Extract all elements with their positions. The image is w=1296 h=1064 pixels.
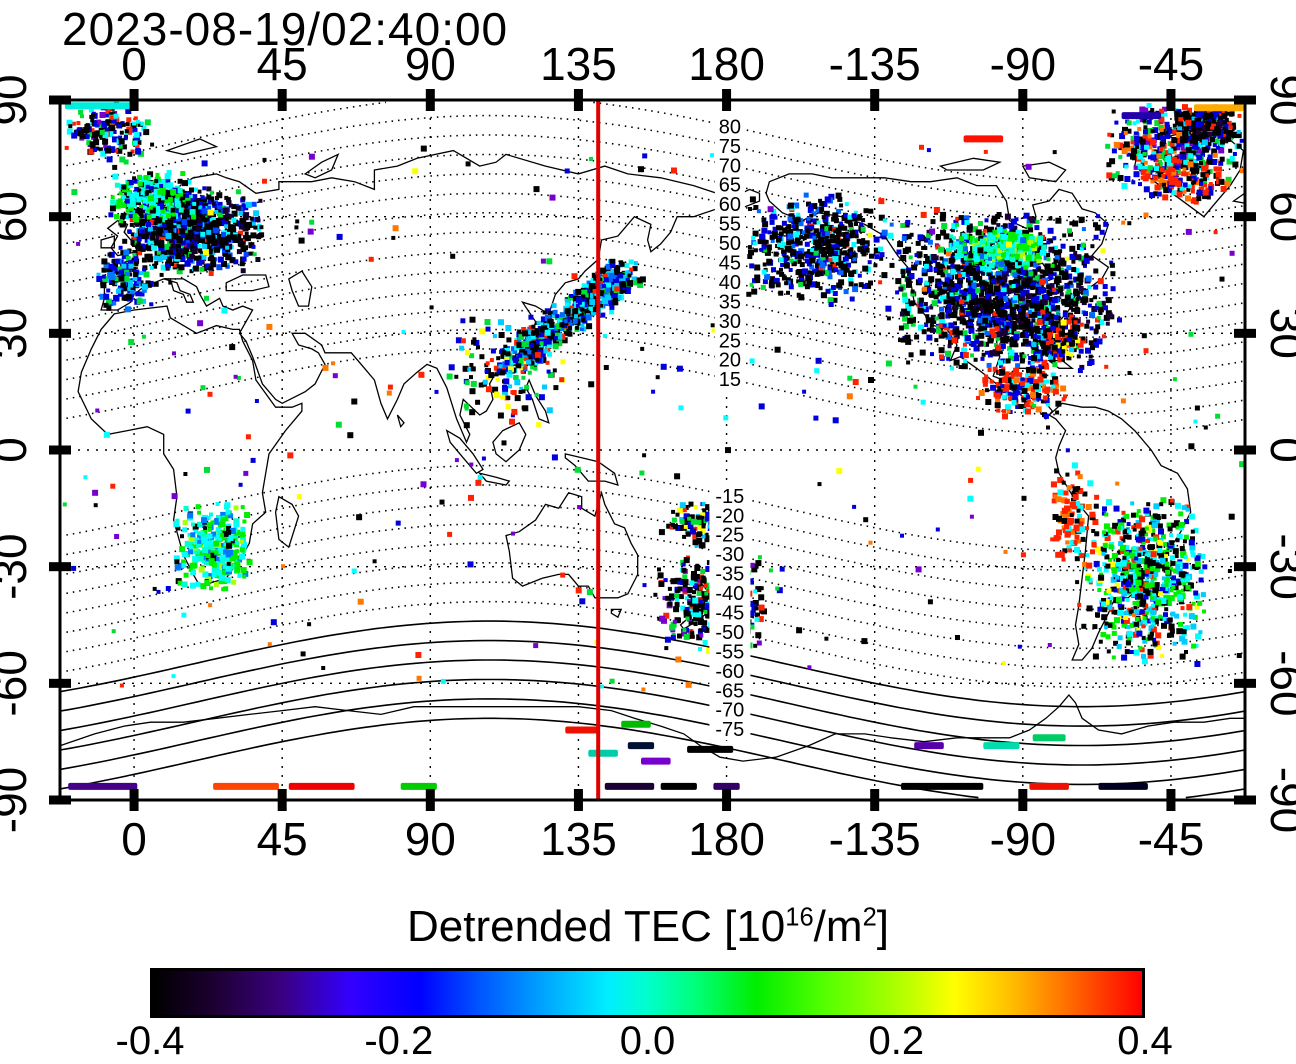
contour-label: -40	[715, 583, 744, 605]
lat-tick-label: -30	[0, 533, 36, 599]
lon-tick-label: 0	[121, 813, 147, 865]
lon-tick-label: -135	[829, 38, 921, 90]
contour-label: 50	[719, 233, 741, 255]
lat-tick-label: 0	[0, 437, 36, 463]
lat-tick-label: -60	[1261, 650, 1296, 716]
lat-tick-label: -90	[1261, 767, 1296, 833]
lon-tick-label: 45	[257, 38, 308, 90]
contour-label: 75	[719, 136, 741, 158]
lat-tick-label: 0	[1261, 437, 1296, 463]
satellite-track-segments	[64, 102, 1244, 790]
lon-tick-label: 135	[540, 813, 617, 865]
world-map-plot: 8075706560555045403530252015-15-20-25-30…	[0, 38, 1296, 865]
colorbar-gradient	[150, 968, 1145, 1018]
contour-label: -20	[715, 505, 744, 527]
colorbar-title: Detrended TEC [1016/m2]	[0, 902, 1296, 952]
contour-label: 55	[719, 214, 741, 236]
lat-tick-label: 60	[1261, 191, 1296, 242]
lon-tick-label: 180	[688, 813, 765, 865]
lon-tick-label: 45	[257, 813, 308, 865]
lon-tick-label: -90	[990, 38, 1056, 90]
lon-tick-label: -135	[829, 813, 921, 865]
contour-label: 65	[719, 175, 741, 197]
contour-label: -15	[715, 486, 744, 508]
lat-tick-label: 30	[1261, 308, 1296, 359]
colorbar-tick-label: 0.2	[868, 1019, 925, 1063]
colorbar-title-mid: /m	[813, 902, 863, 951]
contour-label: 25	[719, 330, 741, 352]
lat-tick-label: -30	[1261, 533, 1296, 599]
lon-axis-labels-bottom: 0 45 90 135 180 -135 -90 -45	[121, 813, 1204, 865]
contour-label: 80	[719, 116, 741, 138]
contour-label: 20	[719, 350, 741, 372]
lon-tick-label: 0	[121, 38, 147, 90]
colorbar-title-exponent2: 2	[862, 903, 877, 932]
colorbar-title-prefix: Detrended TEC [10	[406, 902, 786, 951]
contour-label: 15	[719, 369, 741, 391]
contour-label: 40	[719, 272, 741, 294]
contour-label: 60	[719, 194, 741, 216]
contour-label: -45	[715, 602, 744, 624]
contour-label: -35	[715, 564, 744, 586]
colorbar-title-exponent: 16	[785, 903, 814, 932]
lon-tick-label: 180	[688, 38, 765, 90]
contour-label: 70	[719, 155, 741, 177]
lon-tick-label: 90	[405, 38, 456, 90]
contour-label: 45	[719, 252, 741, 274]
contour-label: -55	[715, 641, 744, 663]
lon-tick-label: 90	[405, 813, 456, 865]
lon-tick-label: -90	[990, 813, 1056, 865]
colorbar-title-suffix: ]	[876, 902, 889, 951]
lon-tick-label: 135	[540, 38, 617, 90]
contour-label: -75	[715, 719, 744, 741]
lon-tick-label: -45	[1138, 813, 1204, 865]
timestamp-title: 2023-08-19/02:40:00	[62, 3, 509, 55]
contour-label: -50	[715, 622, 744, 644]
colorbar-tick-label: 0.4	[1117, 1019, 1173, 1063]
lon-tick-label: -45	[1138, 38, 1204, 90]
lon-axis-labels-top: 0 45 90 135 180 -135 -90 -45	[121, 38, 1204, 90]
lat-tick-label: 90	[1261, 74, 1296, 125]
tec-scatter-points	[61, 101, 1245, 692]
colorbar-tick-label: -0.4	[115, 1019, 185, 1063]
lat-tick-label: 90	[0, 74, 36, 125]
contour-label: -30	[715, 544, 744, 566]
contour-label: -25	[715, 525, 744, 547]
colorbar-tick-label: 0.0	[619, 1019, 676, 1063]
contour-label: -65	[715, 680, 744, 702]
colorbar-tick-label: -0.2	[364, 1019, 434, 1063]
contour-label: -60	[715, 661, 744, 683]
contour-label: -70	[715, 700, 744, 722]
lat-tick-label: 60	[0, 191, 36, 242]
axis-ticks	[49, 89, 1256, 811]
lat-tick-label: -60	[0, 650, 36, 716]
lat-axis-labels-right: 90 60 30 0 -30 -60 -90	[1261, 74, 1296, 833]
lat-tick-label: -90	[0, 767, 36, 833]
contour-label: 30	[719, 311, 741, 333]
lat-axis-labels-left: 90 60 30 0 -30 -60 -90	[0, 74, 36, 833]
contour-label: 35	[719, 291, 741, 313]
lat-tick-label: 30	[0, 308, 36, 359]
